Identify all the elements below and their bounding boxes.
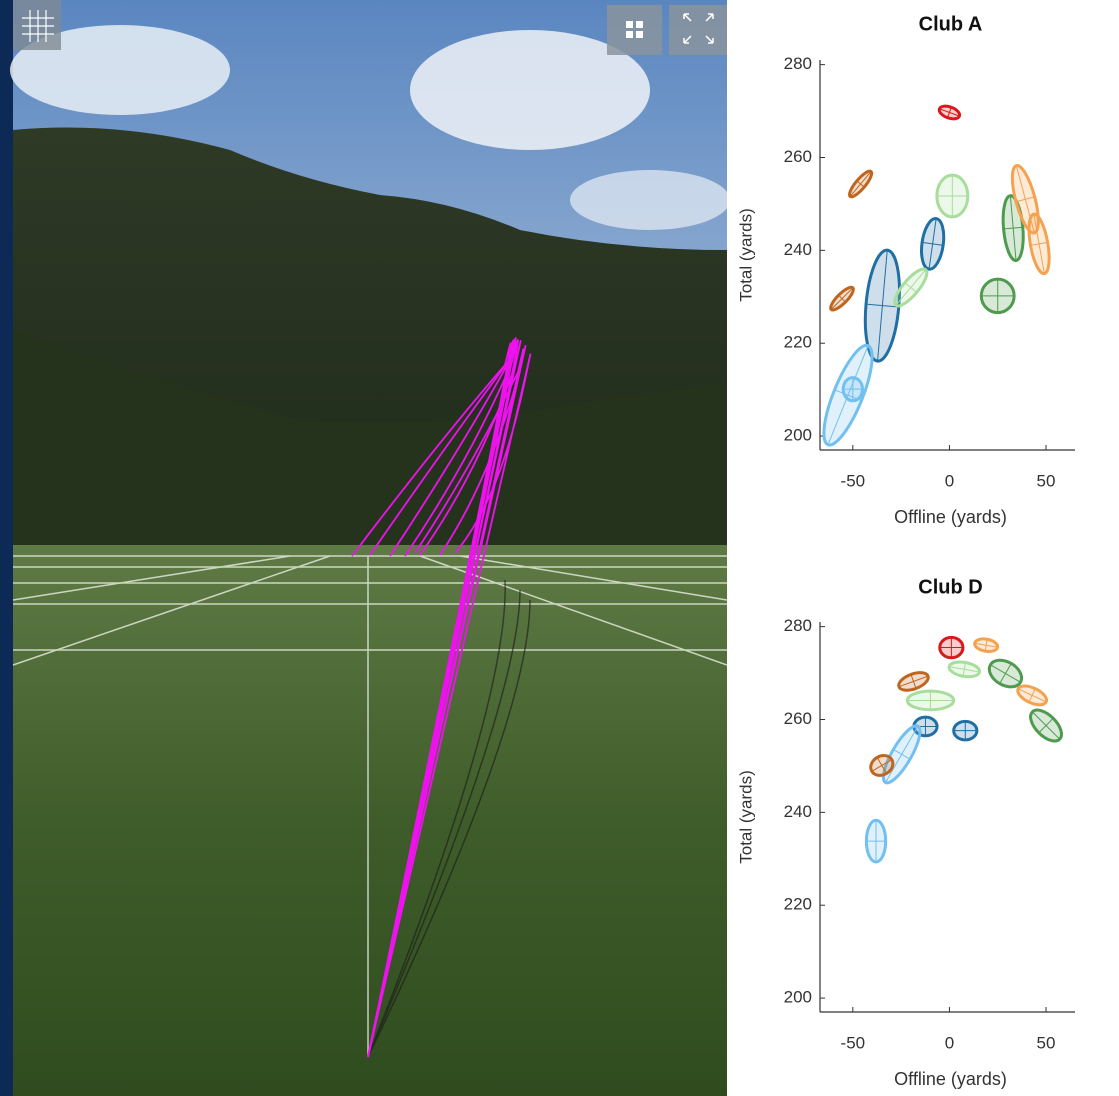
- range-view: [0, 0, 727, 1096]
- x-tick-label: 0: [945, 1033, 954, 1052]
- ellipse-group: [935, 173, 970, 219]
- y-tick-label: 280: [784, 54, 812, 73]
- ellipse-group: [893, 267, 929, 308]
- range-grid: [12, 555, 727, 1057]
- ellipse-group: [973, 637, 1000, 653]
- center-cross-v: [962, 662, 967, 677]
- center-cross-v: [910, 674, 917, 689]
- ellipse-group: [947, 660, 982, 679]
- ellipse-group: [1016, 684, 1048, 707]
- x-tick-label: -50: [841, 1033, 866, 1052]
- center-cross-v: [984, 639, 988, 652]
- x-tick-label: -50: [841, 471, 866, 490]
- y-axis-label: Total (yards): [736, 208, 755, 302]
- center-cross-v: [885, 725, 919, 783]
- ellipse-group: [952, 719, 979, 742]
- ellipse-group: [937, 104, 962, 121]
- x-tick-label: 50: [1037, 471, 1056, 490]
- x-tick-label: 0: [945, 471, 954, 490]
- center-cross-v: [876, 757, 887, 774]
- trees: [13, 330, 727, 560]
- fullscreen-button[interactable]: [669, 5, 727, 55]
- ellipse-group: [822, 343, 874, 447]
- x-axis-label: Offline (yards): [894, 507, 1007, 527]
- center-cross-v: [877, 250, 888, 362]
- center-cross-v: [1009, 195, 1017, 261]
- center-cross-v: [1038, 717, 1054, 734]
- ellipse-group: [987, 658, 1024, 689]
- y-tick-label: 260: [784, 147, 812, 166]
- trajectories: [351, 337, 532, 1058]
- center-cross-v: [895, 269, 927, 306]
- x-axis-label: Offline (yards): [894, 1069, 1007, 1089]
- center-cross-v: [1033, 214, 1045, 274]
- chart-title: Club D: [918, 576, 982, 598]
- center-cross-v: [999, 663, 1012, 684]
- fairway: [13, 545, 727, 1096]
- x-tick-label: 50: [1037, 1033, 1056, 1052]
- cloud: [570, 170, 727, 230]
- center-cross-v: [1015, 165, 1035, 234]
- center-cross-v: [830, 287, 854, 310]
- ellipse-group: [979, 277, 1016, 315]
- y-tick-label: 200: [784, 426, 812, 445]
- ellipse-group: [938, 635, 965, 660]
- ellipse-group: [897, 671, 930, 692]
- y-axis-label: Total (yards): [736, 770, 755, 864]
- y-tick-label: 200: [784, 988, 812, 1007]
- cloud: [410, 30, 650, 150]
- layout-button[interactable]: [607, 5, 662, 55]
- y-tick-label: 220: [784, 895, 812, 914]
- ellipse-group: [829, 285, 855, 312]
- center-cross-v: [947, 107, 952, 118]
- y-tick-label: 280: [784, 616, 812, 635]
- center-cross-v: [827, 345, 869, 445]
- ellipse-group: [1027, 212, 1051, 276]
- ellipse-group: [1029, 708, 1063, 743]
- ellipse-group: [864, 818, 888, 864]
- charts-panel: Club A 200 220 240 260 280 -50 0 50 Offline (yard…: [736, 13, 1075, 1089]
- ellipse-group: [920, 217, 946, 271]
- grid-toggle-button[interactable]: [13, 0, 61, 50]
- ellipse-group: [847, 169, 874, 199]
- center-cross-v: [1028, 688, 1036, 703]
- ellipse-group: [905, 689, 956, 712]
- shadows: [367, 579, 531, 1058]
- cloud: [10, 25, 230, 115]
- side-strip: [0, 0, 13, 1096]
- y-tick-label: 260: [784, 709, 812, 728]
- y-tick-label: 240: [784, 802, 812, 821]
- y-tick-label: 220: [784, 333, 812, 352]
- chart-title: Club A: [919, 13, 983, 35]
- y-tick-label: 240: [784, 240, 812, 259]
- center-cross-v: [928, 218, 937, 270]
- ellipse-group: [869, 754, 895, 777]
- ellipse-group: [841, 376, 864, 403]
- center-cross-v: [849, 171, 872, 197]
